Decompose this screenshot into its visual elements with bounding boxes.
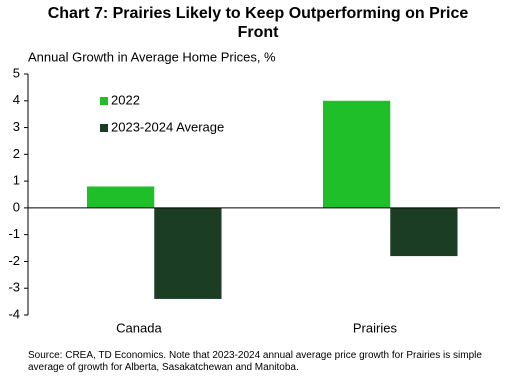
y-tick-label: 5 [13, 65, 20, 80]
legend-label: 2022 [111, 92, 140, 107]
legend-swatch [100, 97, 108, 105]
bar [323, 100, 391, 208]
y-axis-label: Annual Growth in Average Home Prices, % [28, 49, 276, 64]
x-tick-label: Prairies [353, 320, 398, 335]
y-tick-label: 0 [13, 199, 20, 214]
x-tick-label: Canada [116, 320, 162, 335]
y-tick-label: 1 [13, 173, 20, 188]
y-tick-label: -1 [8, 226, 20, 241]
footnote: Source: CREA, TD Economics. Note that 20… [28, 350, 482, 373]
chart-title: Chart 7: Prairies Likely to Keep Outperf… [47, 5, 469, 41]
legend-label: 2023-2024 Average [111, 119, 224, 134]
legend-swatch [100, 124, 108, 132]
y-tick-label: -4 [8, 306, 20, 321]
y-tick-label: 3 [13, 119, 20, 134]
bar [87, 186, 155, 208]
y-tick-label: -2 [8, 253, 20, 268]
y-tick-label: 2 [13, 146, 20, 161]
bar [154, 207, 222, 299]
y-tick-label: 4 [13, 92, 20, 107]
bar [390, 207, 458, 257]
y-tick-label: -3 [8, 280, 20, 295]
